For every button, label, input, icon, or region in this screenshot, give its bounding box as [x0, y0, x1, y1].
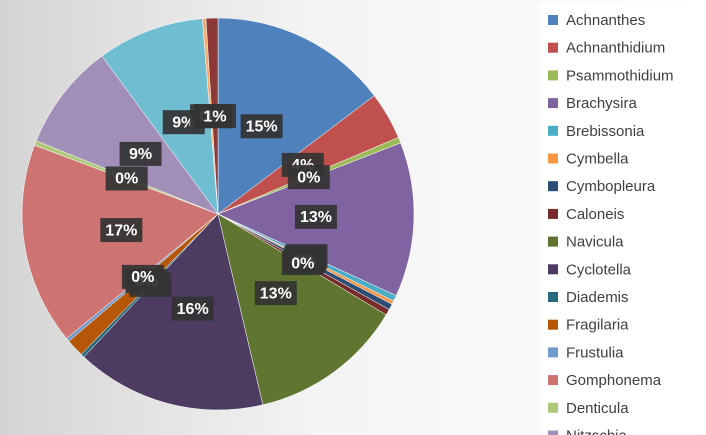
- legend-swatch: [548, 430, 558, 435]
- data-label: 13%: [300, 209, 332, 226]
- legend-label: Brebissonia: [566, 123, 645, 140]
- legend-swatch: [548, 153, 558, 164]
- legend-swatch: [548, 402, 558, 413]
- legend-swatch: [548, 292, 558, 302]
- data-label-box: [287, 165, 330, 190]
- legend-swatch: [548, 98, 558, 109]
- pie-slice: [217, 213, 387, 406]
- data-label: 13%: [260, 285, 292, 302]
- legend-swatch: [548, 70, 558, 81]
- legend-label: Cymbopleura: [566, 178, 656, 195]
- legend-swatch: [548, 125, 558, 136]
- data-label-box: [294, 204, 337, 229]
- legend-swatch: [548, 15, 558, 25]
- pie-slice: [35, 55, 219, 215]
- legend-label: Achnanthes: [566, 12, 645, 29]
- legend-swatch: [548, 319, 558, 330]
- data-label-box: [105, 166, 148, 191]
- legend-box: [540, 4, 700, 432]
- data-label: 0%: [291, 255, 314, 272]
- legend-label: Denticula: [566, 400, 629, 417]
- data-label-box: [240, 114, 283, 139]
- data-label: 16%: [177, 301, 209, 318]
- legend-swatch: [548, 375, 558, 386]
- legend-swatch: [548, 42, 558, 53]
- legend-label: Psammothidium: [566, 67, 674, 84]
- legend-label: Cyclotella: [566, 261, 632, 278]
- legend-swatch: [548, 181, 558, 192]
- legend-label: Cymbella: [566, 150, 629, 167]
- data-label-box: [254, 281, 297, 306]
- legend-label: Achnanthidium: [566, 40, 665, 57]
- data-label-box: [281, 251, 324, 276]
- data-label: 15%: [246, 118, 278, 135]
- data-label: 9%: [129, 146, 152, 163]
- legend-label: Nitzschia: [566, 427, 628, 435]
- pie-slice: [101, 18, 219, 215]
- legend-label: Brachysira: [566, 95, 638, 112]
- legend-swatch: [548, 208, 558, 219]
- data-label: 0%: [115, 171, 138, 188]
- legend-label: Diademis: [566, 289, 629, 306]
- legend-label: Frustulia: [566, 344, 624, 361]
- data-label: 1%: [203, 108, 226, 125]
- data-label-box: [193, 104, 236, 129]
- data-label: 0%: [131, 269, 154, 286]
- legend-label: Gomphonema: [566, 372, 662, 389]
- pie-slice: [217, 17, 375, 215]
- legend-swatch: [548, 347, 558, 358]
- legend-swatch: [548, 264, 558, 275]
- data-label-box: [171, 296, 214, 321]
- legend-label: Caloneis: [566, 206, 624, 223]
- data-label: 9%: [172, 114, 195, 131]
- data-label-box: [100, 218, 143, 243]
- legend-swatch: [548, 236, 558, 247]
- data-label: 17%: [105, 222, 137, 239]
- legend-label: Fragilaria: [566, 317, 629, 334]
- data-label: 0%: [297, 169, 320, 186]
- data-label-box: [119, 141, 162, 166]
- data-label-box: [121, 264, 164, 289]
- legend-label: Navicula: [566, 234, 624, 251]
